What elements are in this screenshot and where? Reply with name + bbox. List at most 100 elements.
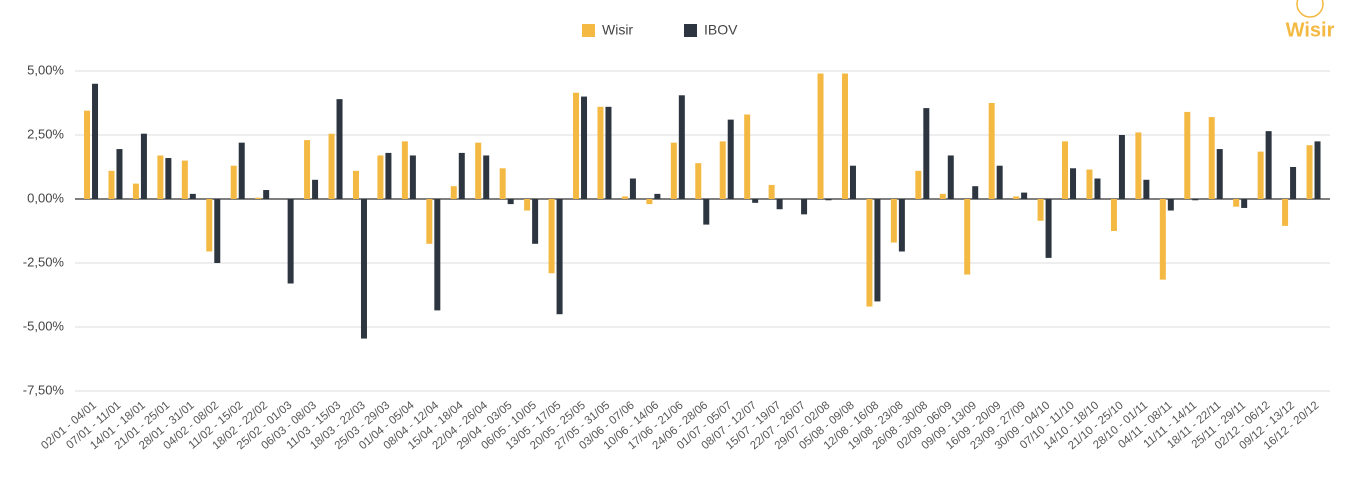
bar bbox=[1233, 198, 1240, 207]
bar bbox=[744, 114, 751, 199]
bar bbox=[287, 198, 294, 284]
bar bbox=[801, 198, 808, 215]
bar bbox=[964, 198, 971, 275]
bar bbox=[776, 198, 783, 210]
bar bbox=[450, 186, 457, 199]
bar bbox=[573, 92, 580, 199]
legend-label: Wisir bbox=[602, 22, 633, 38]
bar bbox=[1184, 111, 1191, 199]
bar bbox=[605, 106, 612, 199]
bar bbox=[434, 198, 441, 311]
bar bbox=[817, 73, 824, 199]
bar bbox=[1265, 131, 1272, 199]
bar bbox=[768, 184, 775, 199]
bar bbox=[1314, 141, 1321, 199]
bar bbox=[621, 196, 628, 199]
bar bbox=[255, 197, 262, 199]
bar bbox=[1290, 166, 1297, 199]
bar bbox=[409, 155, 416, 199]
bar bbox=[532, 198, 539, 244]
bar bbox=[336, 99, 343, 199]
brand-icon bbox=[1296, 0, 1324, 18]
bar bbox=[1167, 198, 1174, 211]
bar bbox=[1013, 196, 1020, 199]
bar bbox=[181, 160, 188, 199]
bar bbox=[703, 198, 710, 225]
bar bbox=[230, 165, 237, 199]
bar bbox=[1306, 145, 1313, 199]
bar bbox=[304, 140, 311, 199]
bar bbox=[866, 198, 873, 307]
bar bbox=[263, 190, 270, 199]
legend-swatch bbox=[582, 24, 595, 37]
bar bbox=[670, 142, 677, 199]
bar bbox=[157, 155, 164, 199]
bar bbox=[499, 168, 506, 199]
bar bbox=[1118, 134, 1125, 199]
bar bbox=[915, 170, 922, 199]
bar bbox=[483, 155, 490, 199]
bar bbox=[1135, 132, 1142, 199]
bar bbox=[947, 155, 954, 199]
bar bbox=[654, 193, 661, 199]
bar bbox=[401, 141, 408, 199]
bar bbox=[1045, 198, 1052, 258]
bar bbox=[1037, 198, 1044, 221]
bar bbox=[1070, 168, 1077, 199]
bar bbox=[165, 158, 172, 199]
bar bbox=[825, 198, 832, 201]
y-tick-label: 2,50% bbox=[27, 126, 64, 141]
bar bbox=[116, 149, 123, 199]
bar bbox=[996, 165, 1003, 199]
bar bbox=[1192, 198, 1199, 201]
bar bbox=[92, 83, 99, 199]
bar bbox=[898, 198, 905, 252]
bar bbox=[206, 198, 213, 252]
bar bbox=[458, 152, 465, 199]
bar bbox=[385, 152, 392, 199]
bar bbox=[426, 198, 433, 244]
bar bbox=[328, 133, 335, 199]
bar bbox=[377, 155, 384, 199]
bar bbox=[1159, 198, 1166, 280]
y-tick-label: 0,00% bbox=[27, 190, 64, 205]
bar bbox=[841, 73, 848, 199]
brand-logo: Wisir bbox=[1286, 19, 1335, 41]
bar bbox=[1216, 149, 1223, 199]
bar bbox=[678, 95, 685, 199]
bar bbox=[84, 110, 91, 199]
bar bbox=[695, 163, 702, 199]
bar bbox=[312, 179, 319, 199]
bar bbox=[1257, 151, 1264, 199]
bar bbox=[988, 102, 995, 199]
bar bbox=[556, 198, 563, 315]
bar bbox=[646, 198, 653, 205]
bar bbox=[475, 142, 482, 199]
bar bbox=[923, 108, 930, 199]
bar bbox=[1208, 117, 1215, 199]
bar bbox=[581, 96, 588, 199]
bar bbox=[352, 170, 359, 199]
bar bbox=[507, 198, 514, 205]
bar bbox=[548, 198, 555, 274]
y-tick-label: -5,00% bbox=[23, 318, 65, 333]
y-tick-label: -2,50% bbox=[23, 254, 65, 269]
bar bbox=[972, 186, 979, 199]
bar bbox=[1086, 169, 1093, 199]
bar bbox=[1094, 178, 1101, 199]
bar bbox=[1062, 141, 1069, 199]
bar bbox=[939, 193, 946, 199]
bar bbox=[214, 198, 221, 264]
bar bbox=[752, 198, 759, 203]
bar bbox=[1110, 198, 1117, 232]
bar bbox=[1282, 198, 1289, 226]
bar bbox=[140, 133, 147, 199]
bar bbox=[849, 165, 856, 199]
bar bbox=[132, 183, 139, 199]
bar bbox=[189, 193, 196, 199]
y-tick-label: -7,50% bbox=[23, 382, 65, 397]
bar bbox=[629, 178, 636, 199]
bar bbox=[108, 170, 115, 199]
y-tick-label: 5,00% bbox=[27, 62, 64, 77]
